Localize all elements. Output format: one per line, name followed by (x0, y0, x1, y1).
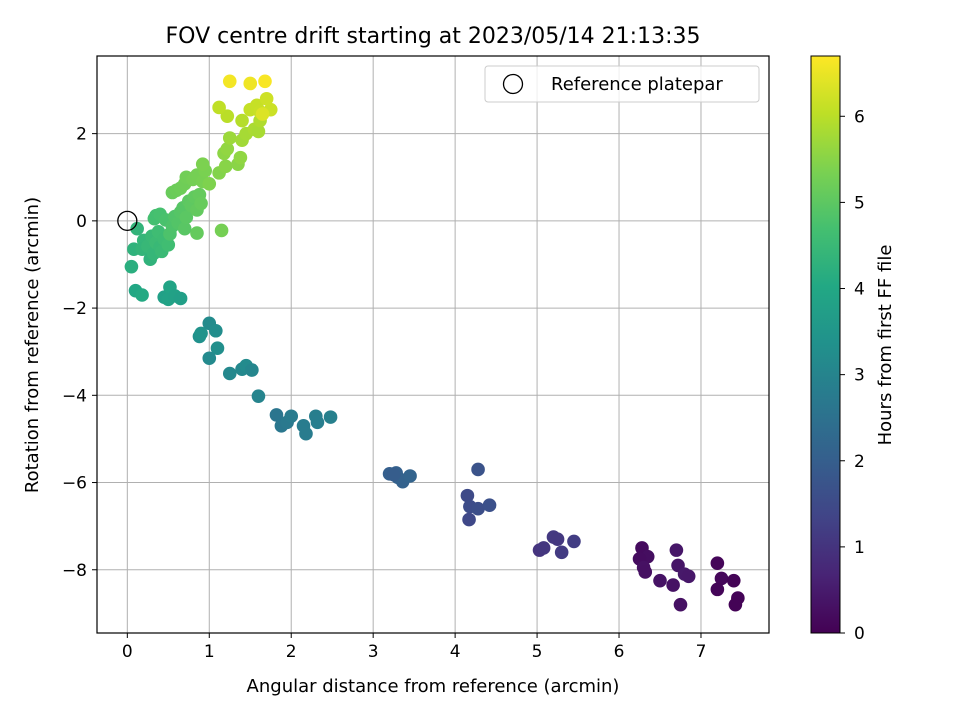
x-axis-label: Angular distance from reference (arcmin) (247, 676, 620, 697)
data-point (666, 578, 680, 592)
x-tick-label: 5 (532, 642, 543, 662)
data-point (222, 74, 237, 89)
data-point (258, 74, 272, 89)
data-point (554, 545, 569, 560)
data-point (638, 565, 653, 579)
x-tick-label: 2 (286, 642, 297, 662)
data-point (177, 221, 192, 236)
colorbar-label: Hours from first FF file (875, 245, 896, 446)
chart-title: FOV centre drift starting at 2023/05/14 … (166, 24, 701, 49)
data-point (471, 501, 485, 516)
data-point (195, 157, 210, 171)
data-point (173, 291, 188, 306)
data-point (726, 573, 741, 588)
data-point (218, 159, 233, 174)
data-point (124, 259, 139, 274)
colorbar-tick-label: 0 (854, 624, 865, 644)
data-point (673, 597, 688, 612)
colorbar-ticks: 0 1 2 3 4 5 6 (840, 107, 865, 644)
colorbar-tick-label: 5 (854, 193, 865, 213)
data-point (130, 221, 144, 236)
x-tick-label: 7 (696, 642, 707, 662)
colorbar: 0 1 2 3 4 5 6 Hours from first FF file (810, 55, 896, 644)
x-tick-label: 6 (614, 642, 625, 662)
data-point (714, 571, 729, 586)
data-point (550, 532, 565, 547)
grid (97, 56, 769, 633)
colorbar-tick-label: 4 (854, 280, 865, 300)
data-point (710, 582, 725, 597)
data-point (245, 363, 259, 377)
data-point (179, 210, 194, 225)
legend-label: Reference platepar (551, 74, 723, 95)
data-point (403, 469, 417, 483)
data-point (653, 573, 667, 588)
data-point (386, 467, 401, 482)
colorbar-tick-label: 3 (854, 366, 865, 386)
legend-box (484, 65, 760, 103)
data-point (536, 541, 551, 555)
reference-platepar-marker (117, 210, 138, 232)
x-tick-label: 1 (204, 642, 215, 662)
data-point (209, 323, 223, 338)
data-point (220, 142, 235, 156)
x-tick-label: 0 (122, 642, 133, 662)
y-tick-label: 2 (76, 125, 87, 145)
data-point (194, 326, 208, 341)
legend-marker-icon (502, 73, 524, 95)
colorbar-tick-label: 1 (854, 538, 865, 558)
data-point (135, 288, 149, 302)
data-point (220, 109, 235, 123)
data-point (471, 462, 485, 477)
data-point (269, 408, 284, 422)
data-point (190, 226, 204, 240)
data-point (482, 498, 497, 513)
y-tick-label: −8 (62, 561, 87, 581)
data-point (323, 410, 338, 424)
data-point (710, 556, 725, 571)
data-point (202, 176, 217, 191)
data-point (161, 238, 176, 252)
data-point (222, 131, 237, 145)
data-point (681, 569, 696, 584)
data-point (299, 426, 313, 441)
data-point (259, 91, 274, 106)
x-axis-ticks: 0 1 2 3 4 5 6 7 (122, 633, 706, 662)
data-point (460, 488, 475, 503)
data-point (212, 100, 226, 115)
plot-frame (96, 55, 770, 634)
y-tick-label: −4 (62, 386, 87, 406)
data-point (214, 223, 229, 238)
legend: Reference platepar (484, 65, 760, 103)
x-tick-label: 4 (450, 642, 461, 662)
data-point (251, 124, 266, 139)
data-point (233, 150, 248, 165)
y-tick-label: 0 (76, 212, 87, 232)
y-axis-ticks: 2 0 −2 −4 −6 −8 (62, 125, 97, 581)
x-tick-label: 3 (368, 642, 379, 662)
data-point (255, 107, 270, 121)
y-tick-label: −2 (62, 299, 87, 319)
data-point (210, 341, 225, 356)
data-point (194, 196, 208, 211)
data-point (202, 351, 217, 366)
y-tick-label: −6 (62, 474, 87, 494)
data-point (222, 366, 237, 381)
data-point (462, 512, 476, 527)
data-point (669, 543, 684, 557)
data-point (235, 113, 249, 128)
data-point (243, 76, 258, 91)
data-point (310, 415, 325, 430)
data-point (284, 409, 299, 424)
data-point (567, 534, 581, 549)
colorbar-gradient (810, 55, 841, 634)
colorbar-tick-label: 2 (854, 452, 865, 472)
data-point (728, 597, 743, 612)
data-points (117, 74, 745, 612)
data-point (251, 389, 266, 403)
colorbar-tick-label: 6 (854, 107, 865, 127)
y-axis-label: Rotation from reference (arcmin) (22, 197, 43, 493)
